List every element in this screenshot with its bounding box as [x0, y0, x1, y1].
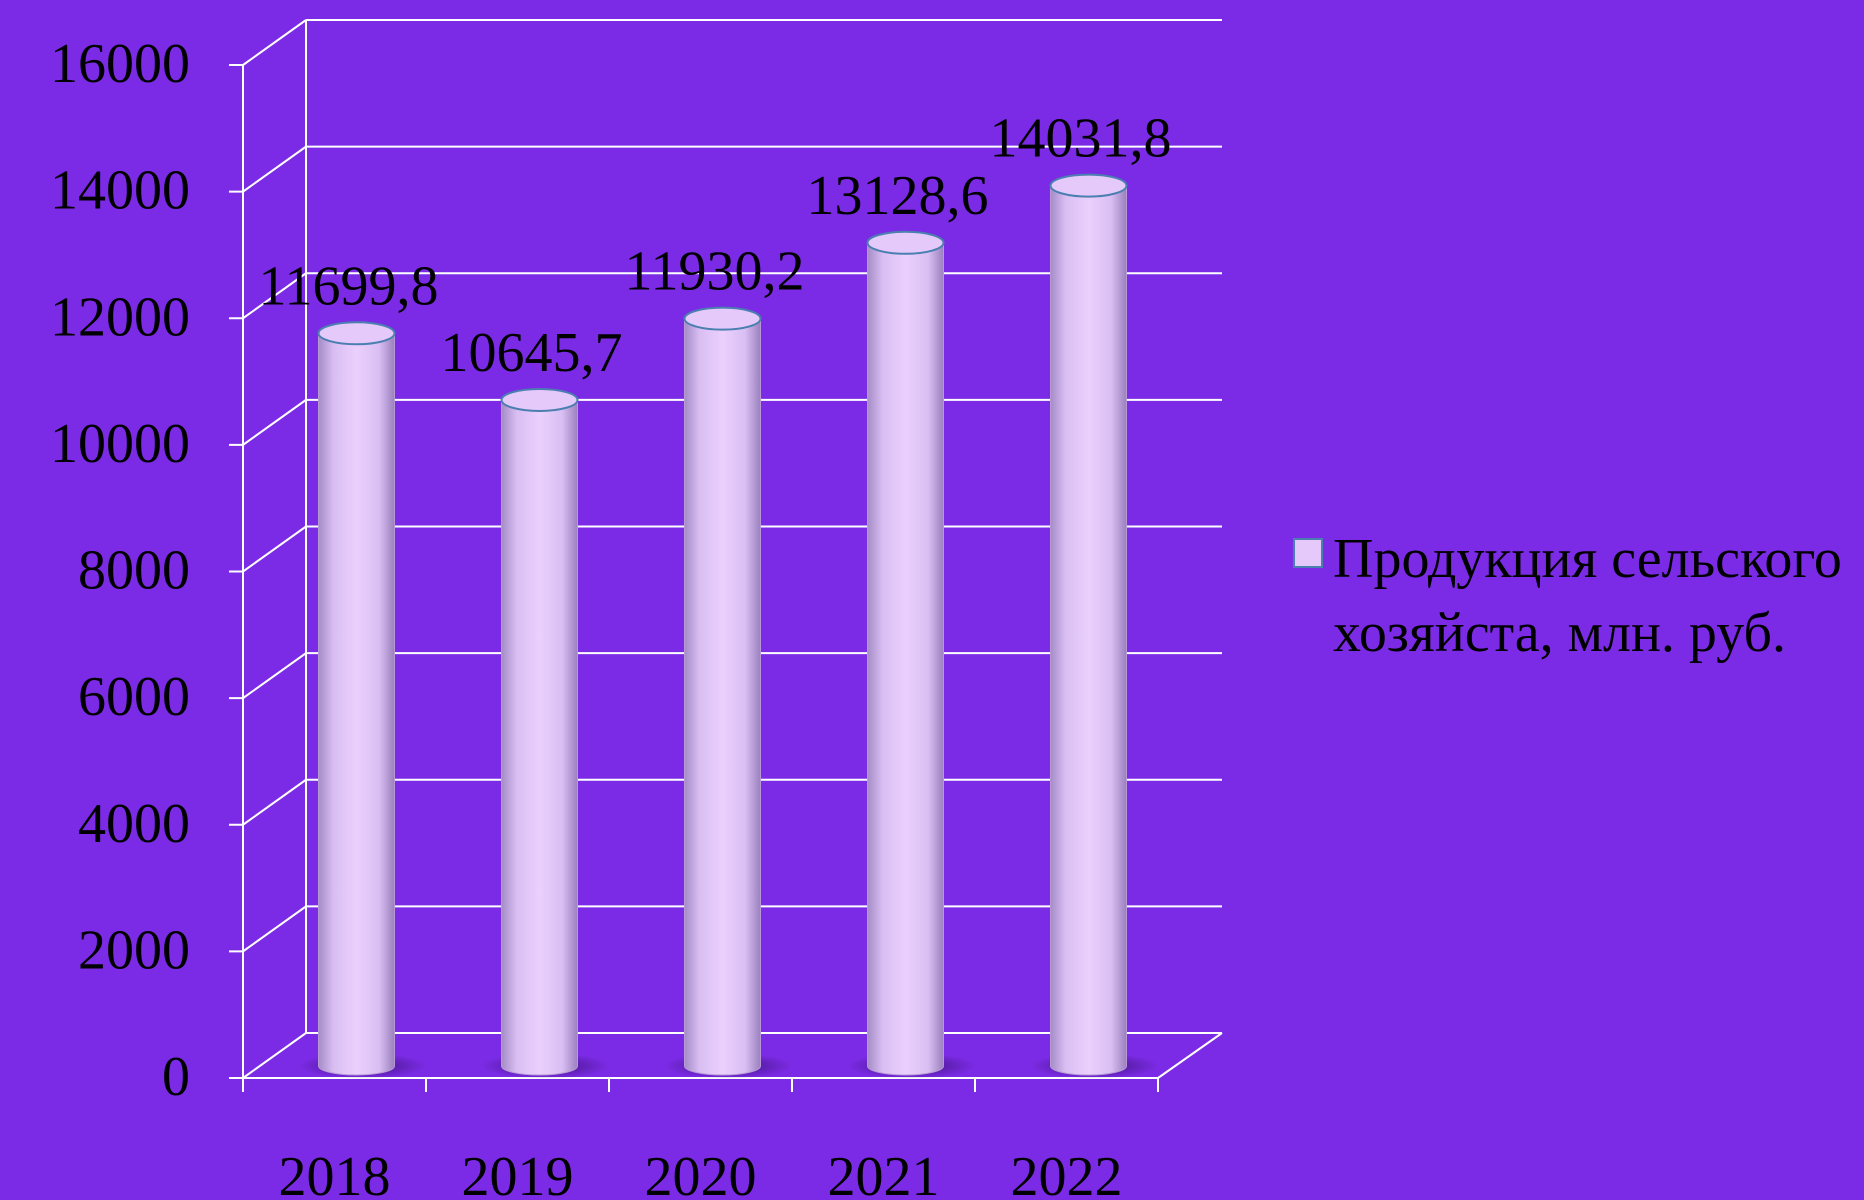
bar-body: [1050, 185, 1127, 1076]
data-label: 14031,8: [990, 108, 1172, 170]
bar-body: [318, 332, 395, 1076]
side-wall-line: [242, 1032, 307, 1079]
bar: [664, 306, 793, 1079]
legend-label: Продукция сельского хозяйста, млн. руб.: [1333, 528, 1842, 664]
y-tick-label: 10000: [50, 413, 190, 475]
bar: [298, 321, 427, 1079]
legend-swatch: [1293, 538, 1323, 568]
x-tick-label: 2019: [462, 1146, 574, 1200]
y-tick-label: 2000: [78, 919, 190, 981]
bar-top: [683, 306, 762, 331]
bar-top: [500, 387, 579, 412]
bar-body: [867, 242, 944, 1076]
data-label: 10645,7: [441, 322, 623, 384]
y-tick-label: 4000: [78, 793, 190, 855]
x-tick-label: 2022: [1011, 1146, 1123, 1200]
bar-body: [684, 318, 761, 1076]
bars: [298, 173, 1159, 1079]
x-tick-label: 2018: [279, 1146, 391, 1200]
side-wall-line: [242, 652, 307, 699]
bar: [847, 230, 976, 1079]
data-label: 13128,6: [807, 165, 989, 227]
side-wall-line: [242, 525, 307, 573]
side-wall-line: [242, 19, 307, 66]
side-wall-line: [242, 905, 307, 953]
side-wall-line: [242, 145, 307, 193]
bar: [1030, 173, 1159, 1079]
x-tick-label: 2021: [828, 1146, 940, 1200]
side-wall-line: [242, 399, 307, 446]
legend: Продукция сельского хозяйста, млн. руб.: [1293, 522, 1853, 670]
y-tick-label: 8000: [78, 540, 190, 602]
floor-right-edge: [1157, 1032, 1223, 1079]
y-tick-label: 0: [162, 1046, 190, 1108]
bar-top: [1049, 173, 1128, 198]
data-label: 11699,8: [259, 255, 439, 317]
axes: 0 2000 4000 6000 8000 10000 12000 14000 16000 201…: [50, 33, 1223, 1200]
y-tick-label: 12000: [50, 286, 190, 348]
bar-top: [866, 230, 945, 255]
bar-top: [317, 321, 396, 346]
x-tick-label: 2020: [645, 1146, 757, 1200]
bar: [481, 387, 610, 1079]
bar-body: [501, 399, 578, 1076]
y-tick-label: 14000: [50, 160, 190, 222]
y-tick-label: 16000: [50, 33, 190, 95]
side-wall-line: [242, 272, 307, 320]
side-wall-line: [242, 778, 307, 826]
data-label: 11930,2: [625, 241, 805, 303]
y-tick-label: 6000: [78, 666, 190, 728]
